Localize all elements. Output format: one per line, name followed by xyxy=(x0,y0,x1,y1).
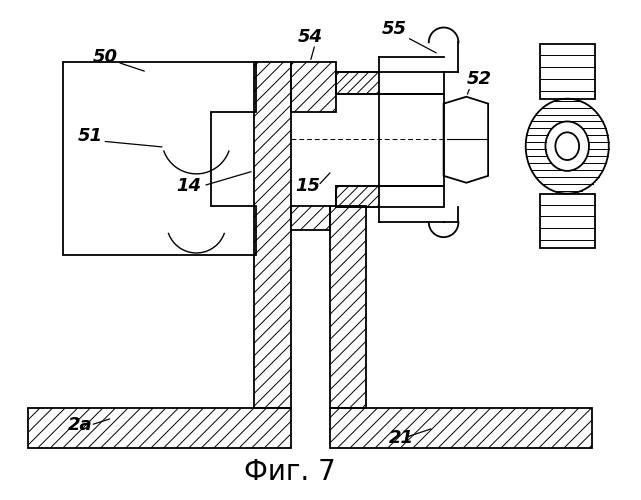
Text: 50: 50 xyxy=(92,48,117,66)
Text: 51: 51 xyxy=(78,127,103,145)
Text: 52: 52 xyxy=(467,70,492,88)
Text: 55: 55 xyxy=(381,20,406,38)
Text: 54: 54 xyxy=(297,28,322,46)
Text: 2a: 2a xyxy=(68,416,92,434)
Text: 14: 14 xyxy=(177,176,202,194)
Text: 21: 21 xyxy=(389,429,414,447)
Text: 15: 15 xyxy=(296,176,320,194)
Text: Фиг. 7: Фиг. 7 xyxy=(244,458,337,486)
